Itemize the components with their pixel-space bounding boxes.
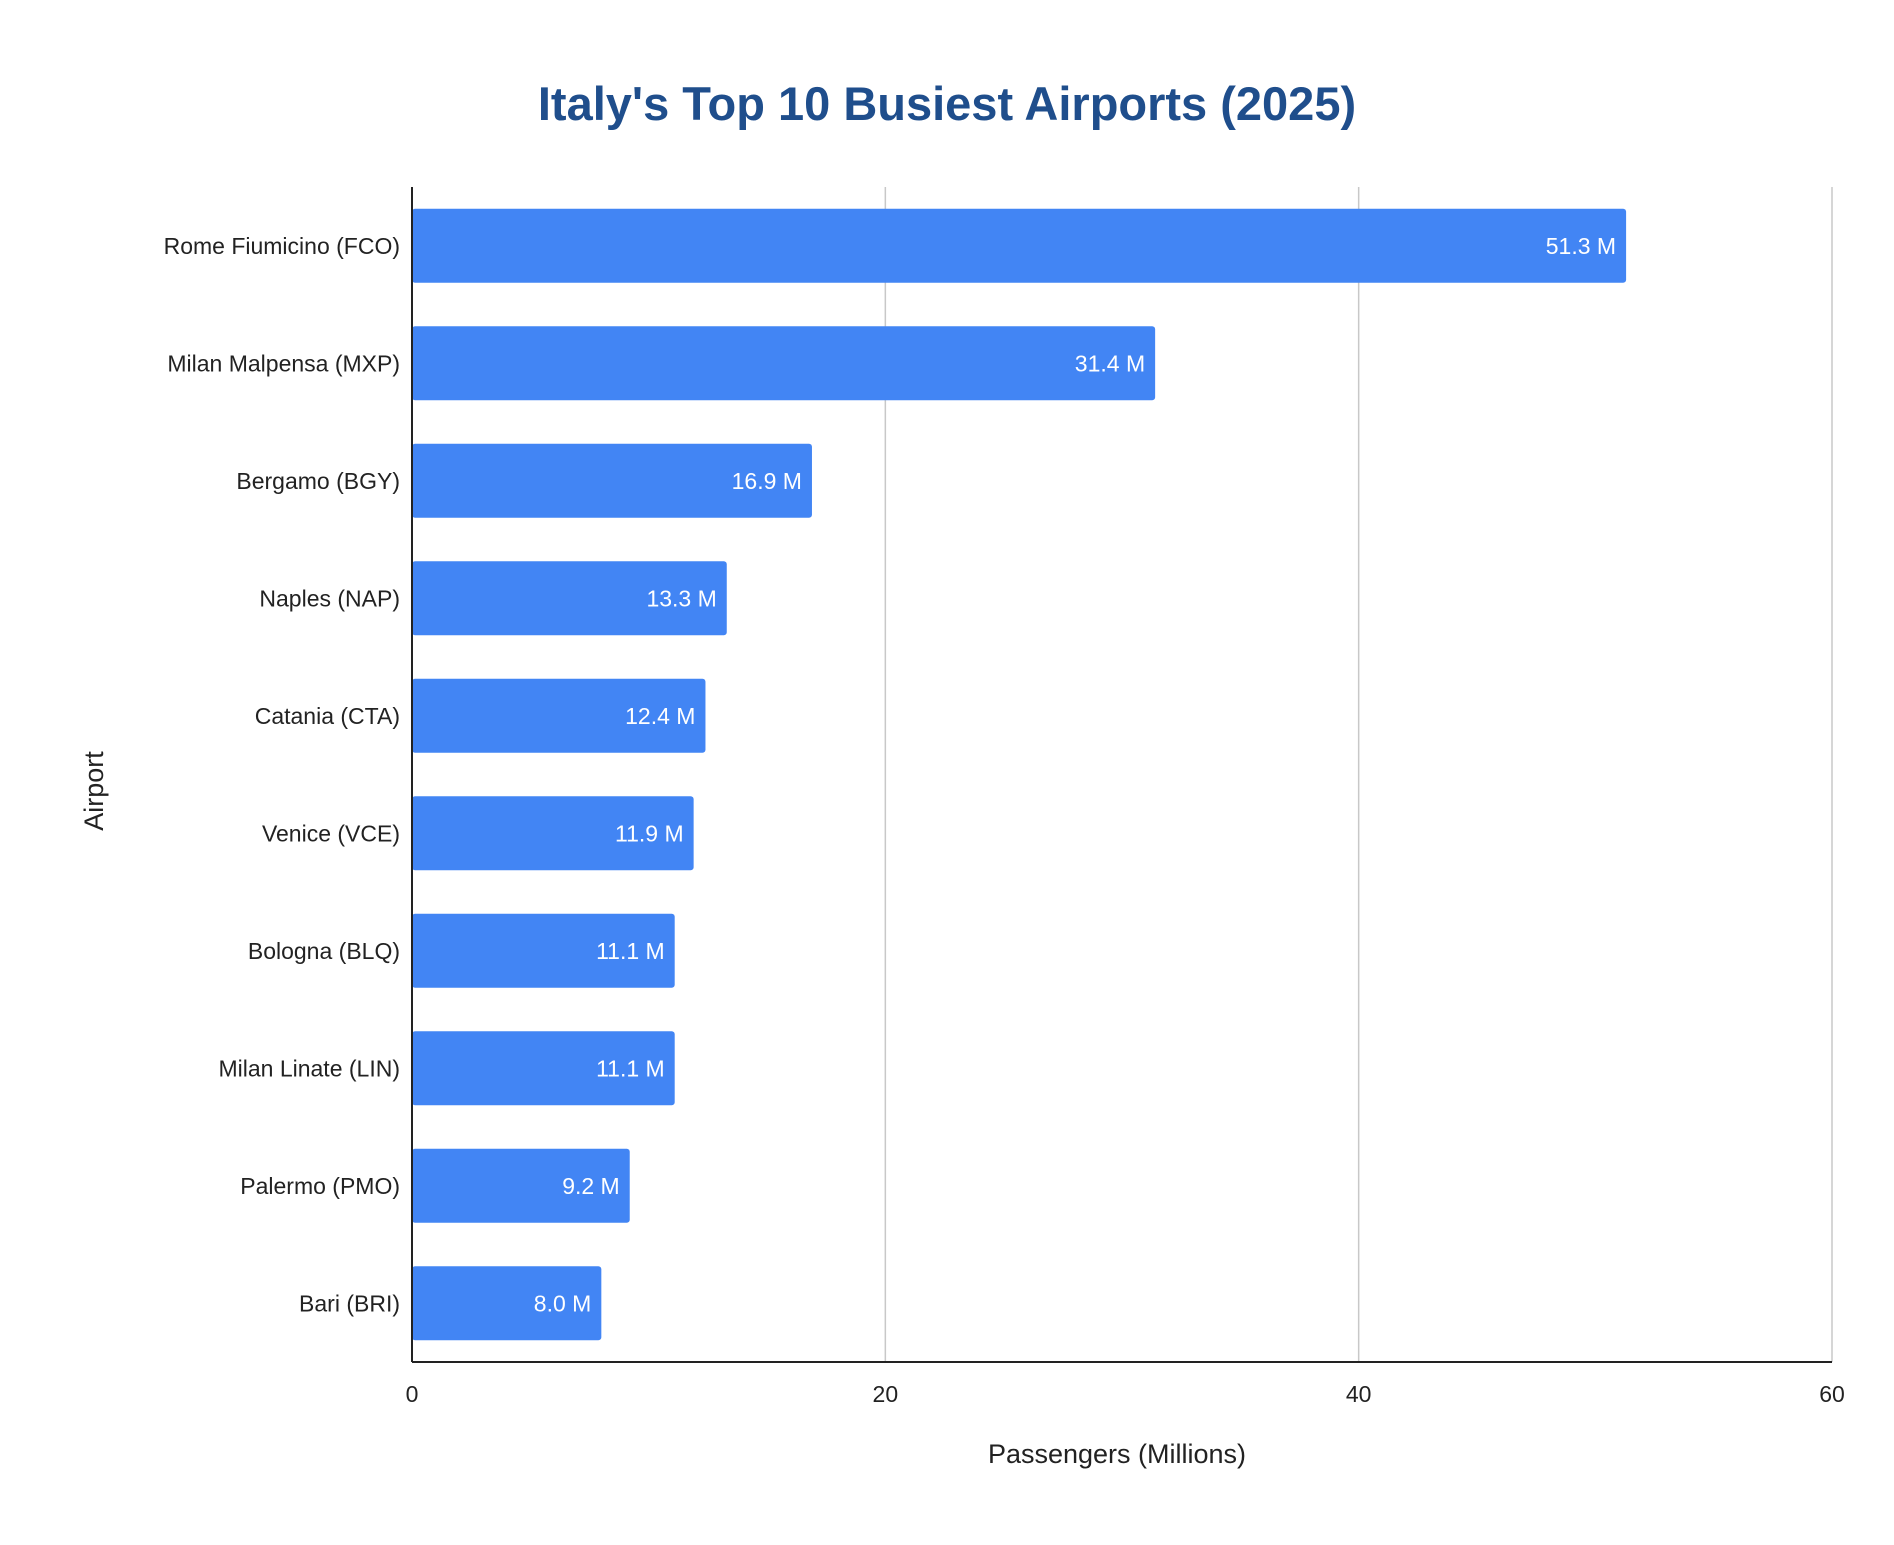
y-category-label: Bologna (BLQ) (248, 938, 400, 964)
y-category-label: Venice (VCE) (262, 820, 400, 846)
bar-data-label: 9.2 M (562, 1173, 620, 1199)
y-category-label: Rome Fiumicino (FCO) (164, 233, 400, 259)
bar (412, 796, 694, 871)
bar-data-label: 51.3 M (1546, 233, 1616, 259)
axes (411, 187, 1832, 1363)
bar (412, 1266, 602, 1341)
bar (412, 678, 706, 753)
bar (412, 208, 1627, 283)
bar-data-label: 11.9 M (615, 820, 684, 846)
y-category-label: Bergamo (BGY) (236, 468, 400, 494)
y-category-label: Catania (CTA) (255, 703, 400, 729)
x-axis-title: Passengers (Millions) (988, 1439, 1246, 1469)
y-category-label: Bari (BRI) (299, 1290, 400, 1316)
y-category-label: Naples (NAP) (259, 585, 400, 611)
y-category-label: Palermo (PMO) (240, 1173, 400, 1199)
bar-data-label: 31.4 M (1075, 350, 1145, 376)
x-tick-label: 40 (1346, 1381, 1372, 1407)
bar-data-label: 8.0 M (534, 1290, 592, 1316)
bar (412, 1148, 630, 1223)
bar (412, 326, 1156, 401)
bar (412, 443, 812, 518)
labels: 0 20 40 60 51.3 M Rome Fiumicino (FCO) 31.4 M M… (164, 233, 1845, 1407)
bar-data-label: 16.9 M (732, 468, 802, 494)
bar (412, 1031, 675, 1106)
bars (412, 208, 1627, 1341)
bar (412, 913, 675, 988)
y-category-label: Milan Linate (LIN) (218, 1055, 400, 1081)
bar-data-label: 13.3 M (646, 585, 716, 611)
bar (412, 561, 727, 636)
bar-data-label: 11.1 M (596, 938, 665, 964)
x-tick-label: 60 (1819, 1381, 1845, 1407)
x-tick-label: 20 (873, 1381, 899, 1407)
y-axis-title: Airport (79, 751, 109, 831)
chart-title: Italy's Top 10 Busiest Airports (2025) (538, 77, 1356, 130)
bar-data-label: 11.1 M (596, 1055, 665, 1081)
y-category-label: Milan Malpensa (MXP) (167, 350, 400, 376)
bar-data-label: 12.4 M (625, 703, 695, 729)
x-tick-label: 0 (406, 1381, 419, 1407)
